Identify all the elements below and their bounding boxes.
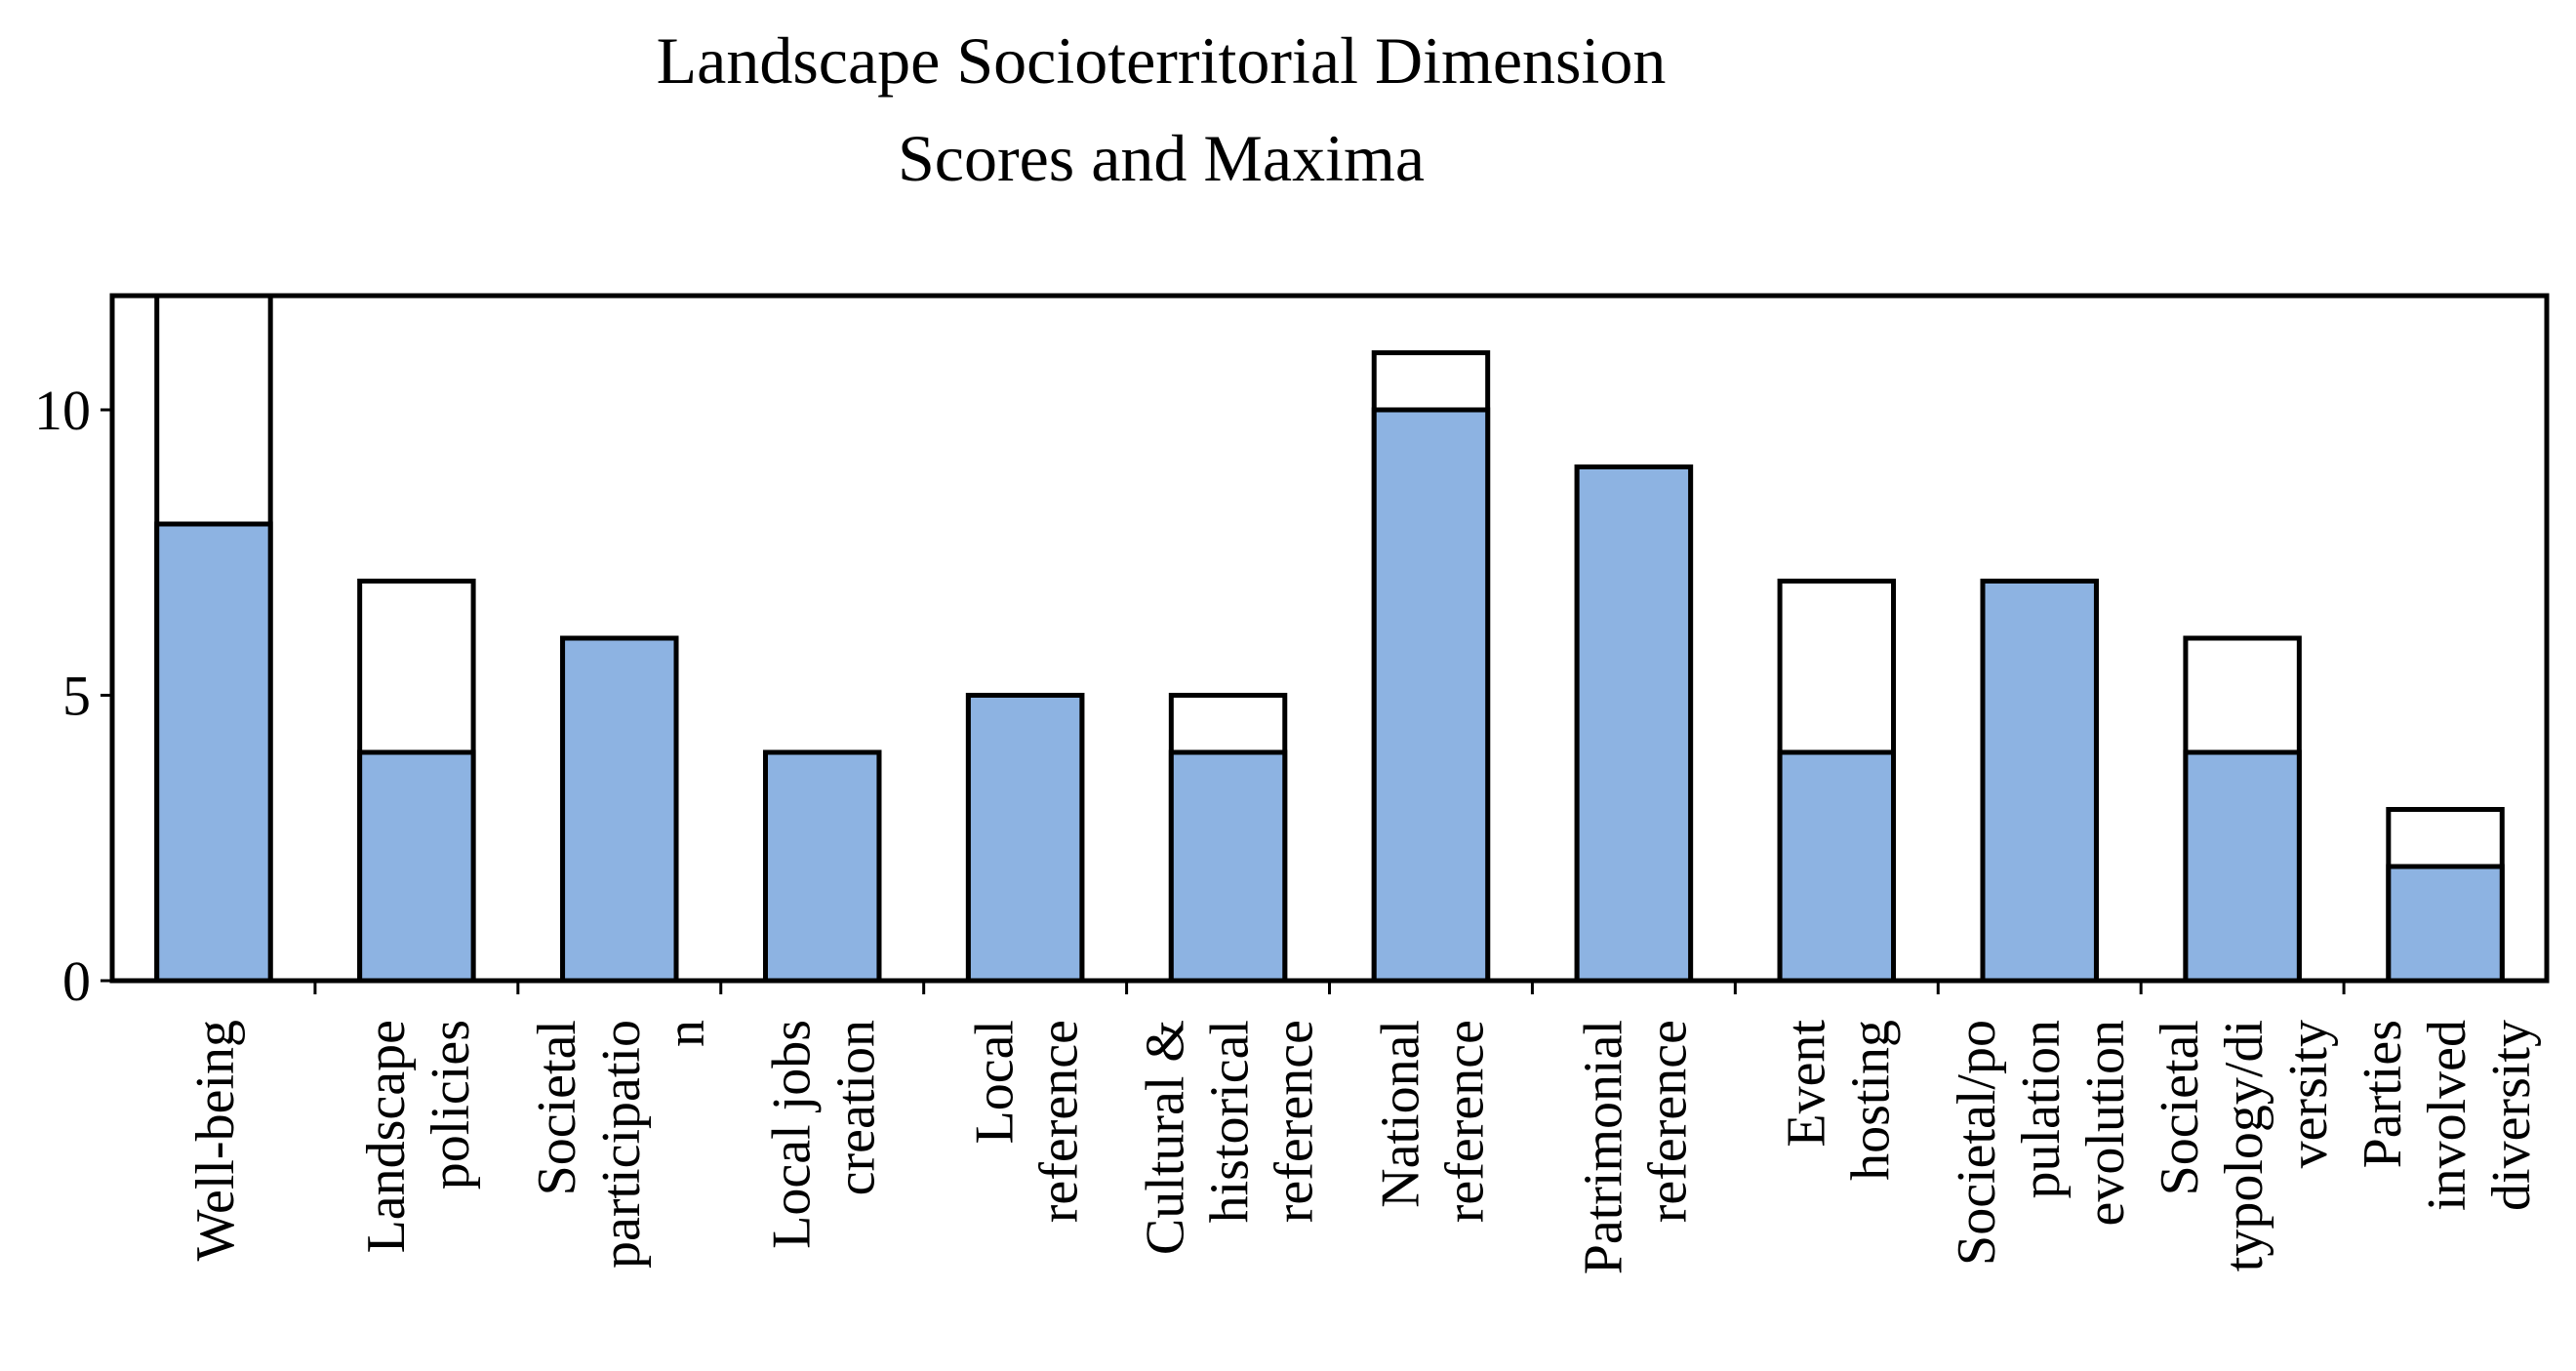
x-tick-label: hosting (1840, 1020, 1901, 1181)
x-tick-label: Well-being (185, 1020, 246, 1261)
x-tick-label: Parties (2353, 1020, 2413, 1168)
x-tick-label: reference (1434, 1020, 1495, 1223)
chart-title: Landscape Socioterritorial Dimension (657, 23, 1667, 98)
x-tick-label: versity (2278, 1020, 2339, 1168)
x-tick-label: n (656, 1020, 716, 1047)
x-tick-label: reference (1265, 1020, 1325, 1223)
bar (1574, 464, 1694, 981)
x-tick-label: Landscape (356, 1020, 417, 1253)
x-tick-label: participatio (591, 1020, 652, 1269)
x-tick-label: Societal (527, 1020, 587, 1195)
x-tick-label: Local (965, 1020, 1026, 1144)
x-tick-label: historical (1200, 1020, 1261, 1223)
x-tick-label: policies (421, 1020, 481, 1190)
x-tick-label: Cultural & (1136, 1020, 1196, 1255)
bar (154, 521, 273, 981)
x-tick-label: diversity (2481, 1020, 2542, 1211)
x-tick-label: Patrimonial (1573, 1020, 1633, 1274)
y-tick-label: 5 (62, 665, 91, 728)
bar (2183, 749, 2302, 981)
plot-frame (109, 293, 2550, 984)
y-tick-label: 10 (34, 379, 91, 442)
x-tick-label: pulation (2011, 1020, 2072, 1199)
x-tick-label: creation (826, 1020, 887, 1195)
x-tick-label: Societal (2150, 1020, 2210, 1195)
x-tick-label: involved (2417, 1020, 2477, 1211)
x-tick-label: typology/di (2214, 1020, 2274, 1271)
bar (1371, 407, 1491, 981)
bar (560, 635, 679, 981)
bar (1777, 749, 1897, 981)
x-tick-label: Event (1776, 1020, 1836, 1148)
x-tick-label: Societal/po (1947, 1020, 2007, 1266)
bar (1168, 749, 1288, 981)
bar (357, 749, 476, 981)
x-tick-label: Local jobs (762, 1020, 823, 1249)
x-tick-label: evolution (2075, 1020, 2136, 1227)
x-tick-label: National (1370, 1020, 1430, 1208)
x-tick-label: reference (1029, 1020, 1090, 1223)
bar (965, 693, 1085, 981)
bar (1980, 579, 2099, 981)
y-tick-label: 0 (62, 949, 91, 1013)
bar (762, 749, 882, 981)
chart-title: Scores and Maxima (898, 121, 1425, 195)
x-tick-label: reference (1637, 1020, 1698, 1223)
bar (2386, 864, 2505, 981)
